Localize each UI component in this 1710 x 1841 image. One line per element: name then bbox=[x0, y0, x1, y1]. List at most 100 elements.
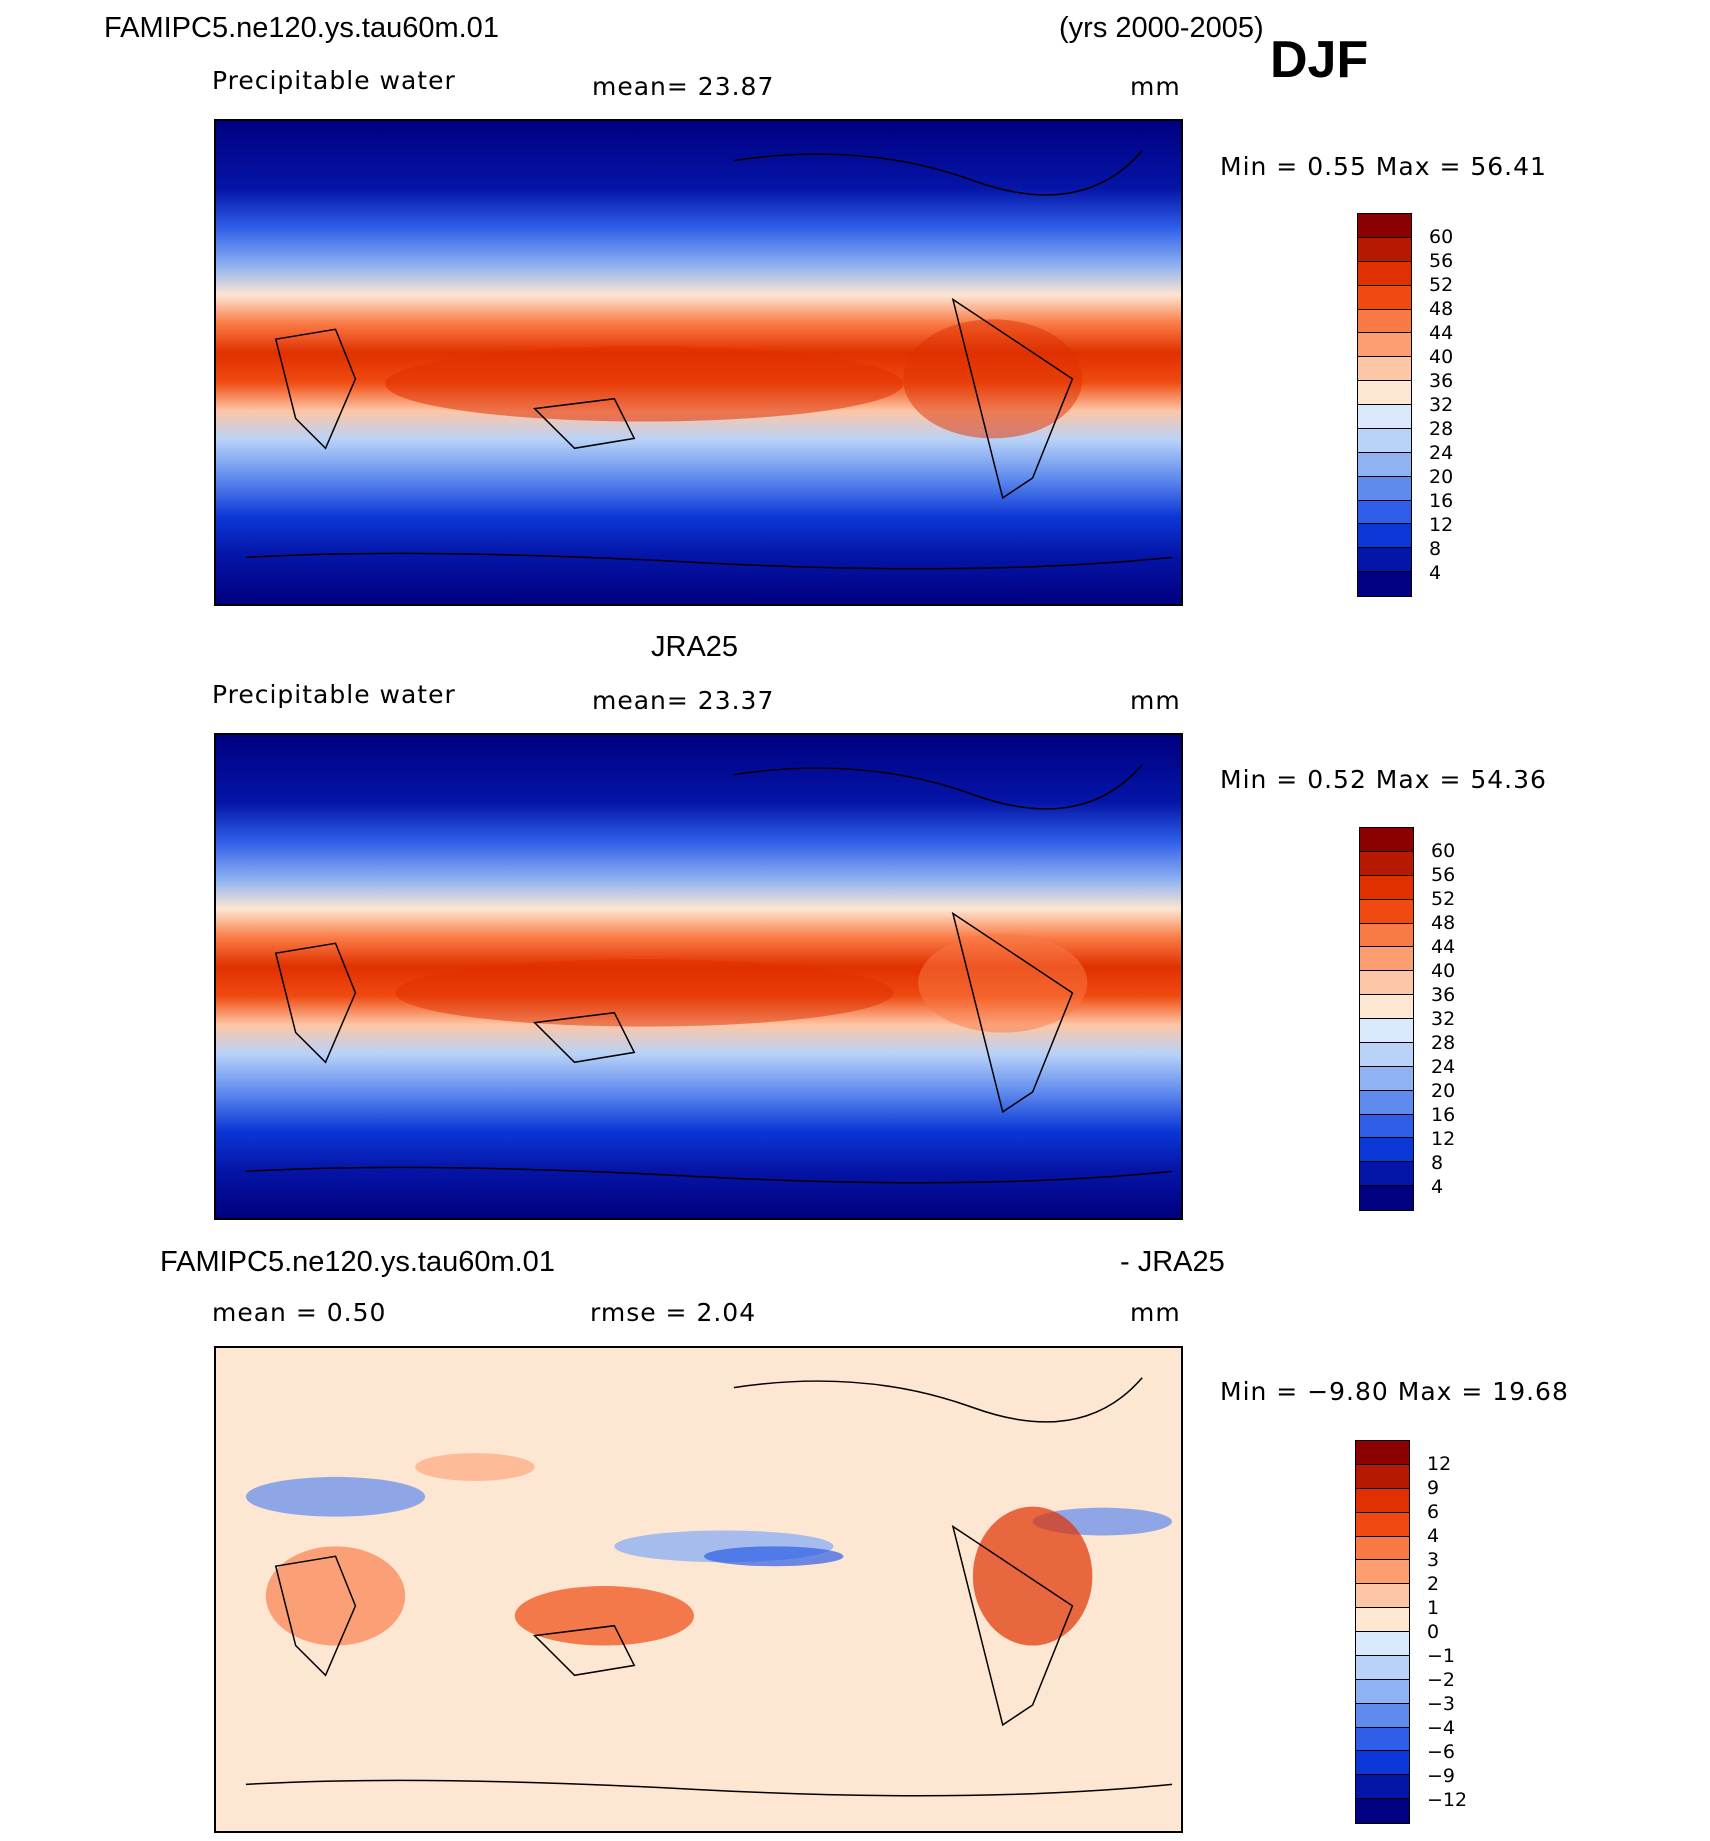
colorbar-cell bbox=[1358, 261, 1411, 286]
colorbar-tick-label: 4 bbox=[1431, 1176, 1444, 1198]
panel-diff-rmse: rmse = 2.04 bbox=[590, 1298, 757, 1327]
colorbar-model bbox=[1357, 213, 1412, 597]
colorbar-cell bbox=[1360, 1090, 1413, 1115]
panel-diff-units: mm bbox=[1130, 1298, 1181, 1327]
colorbar-tick-label: 4 bbox=[1429, 562, 1442, 584]
colorbar-cell bbox=[1356, 1488, 1409, 1513]
colorbar-tick-label: 36 bbox=[1429, 370, 1454, 392]
colorbar-tick-label: 24 bbox=[1431, 1056, 1456, 1078]
colorbar-cell bbox=[1360, 947, 1413, 972]
colorbar-cell bbox=[1360, 1114, 1413, 1139]
colorbar-cell bbox=[1358, 357, 1411, 382]
colorbar-cell bbox=[1360, 1066, 1413, 1091]
colorbar-cell bbox=[1360, 923, 1413, 948]
colorbar-cell bbox=[1358, 428, 1411, 453]
panel-obs-units: mm bbox=[1130, 686, 1181, 715]
colorbar-cell bbox=[1360, 1186, 1413, 1210]
colorbar-tick-label: 60 bbox=[1429, 226, 1454, 248]
colorbar-tick-label: 44 bbox=[1431, 936, 1456, 958]
panel-diff-title-right: - JRA25 bbox=[1120, 1246, 1225, 1278]
colorbar-tick-label: 24 bbox=[1429, 442, 1454, 464]
colorbar-tick-label: 28 bbox=[1431, 1032, 1456, 1054]
colorbar-cell bbox=[1358, 285, 1411, 310]
colorbar-tick-label: 4 bbox=[1427, 1525, 1440, 1547]
colorbar-tick-label: 6 bbox=[1427, 1501, 1440, 1523]
colorbar-tick-label: 48 bbox=[1429, 298, 1454, 320]
colorbar-cell bbox=[1360, 1042, 1413, 1067]
colorbar-tick-label: 32 bbox=[1429, 394, 1454, 416]
colorbar-tick-label: −1 bbox=[1427, 1645, 1456, 1667]
colorbar-cell bbox=[1360, 1019, 1413, 1043]
colorbar-tick-label: 36 bbox=[1431, 984, 1456, 1006]
colorbar-cell bbox=[1358, 572, 1411, 596]
colorbar-cell bbox=[1358, 524, 1411, 549]
colorbar-tick-label: 32 bbox=[1431, 1008, 1456, 1030]
map-model bbox=[214, 119, 1183, 606]
panel-model-minmax: Min = 0.55 Max = 56.41 bbox=[1220, 152, 1547, 181]
colorbar-tick-label: −2 bbox=[1427, 1669, 1456, 1691]
colorbar-tick-label: 44 bbox=[1429, 322, 1454, 344]
colorbar-cell bbox=[1356, 1584, 1409, 1609]
map-diff-field bbox=[216, 1348, 1181, 1831]
panel-obs-mean: mean= 23.37 bbox=[592, 686, 775, 715]
colorbar-obs bbox=[1359, 827, 1414, 1211]
colorbar-tick-label: 28 bbox=[1429, 418, 1454, 440]
colorbar-tick-label: 3 bbox=[1427, 1549, 1440, 1571]
panel-model-units: mm bbox=[1130, 72, 1181, 101]
colorbar-tick-label: 20 bbox=[1431, 1080, 1456, 1102]
colorbar-cell bbox=[1358, 452, 1411, 477]
colorbar-tick-label: 9 bbox=[1427, 1477, 1440, 1499]
colorbar-cell bbox=[1358, 381, 1411, 405]
colorbar-cell bbox=[1356, 1727, 1409, 1752]
case-name-title: FAMIPC5.ne120.ys.tau60m.01 bbox=[104, 12, 499, 44]
colorbar-cell bbox=[1358, 309, 1411, 334]
colorbar-cell bbox=[1360, 1162, 1413, 1187]
map-diff bbox=[214, 1346, 1183, 1833]
colorbar-cell bbox=[1356, 1464, 1409, 1489]
colorbar-cell bbox=[1356, 1655, 1409, 1680]
colorbar-cell bbox=[1360, 828, 1413, 852]
colorbar-cell bbox=[1356, 1751, 1409, 1776]
colorbar-tick-label: 1 bbox=[1427, 1597, 1440, 1619]
colorbar-cell bbox=[1356, 1512, 1409, 1537]
colorbar-tick-label: 12 bbox=[1429, 514, 1454, 536]
panel-obs-variable: Precipitable water bbox=[212, 680, 456, 709]
colorbar-cell bbox=[1358, 214, 1411, 238]
colorbar-cell bbox=[1360, 971, 1413, 996]
colorbar-cell bbox=[1358, 548, 1411, 573]
colorbar-cell bbox=[1360, 995, 1413, 1019]
panel-model-mean: mean= 23.87 bbox=[592, 72, 775, 101]
colorbar-tick-label: 60 bbox=[1431, 840, 1456, 862]
colorbar-tick-label: 8 bbox=[1429, 538, 1442, 560]
colorbar-cell bbox=[1356, 1775, 1409, 1800]
colorbar-diff bbox=[1355, 1440, 1410, 1824]
colorbar-cell bbox=[1360, 851, 1413, 876]
colorbar-tick-label: 20 bbox=[1429, 466, 1454, 488]
panel-diff-minmax: Min = −9.80 Max = 19.68 bbox=[1220, 1377, 1569, 1406]
colorbar-cell bbox=[1356, 1799, 1409, 1823]
colorbar-cell bbox=[1358, 500, 1411, 525]
colorbar-tick-label: 48 bbox=[1431, 912, 1456, 934]
season-label: DJF bbox=[1270, 31, 1369, 89]
colorbar-cell bbox=[1358, 333, 1411, 358]
years-label: (yrs 2000-2005) bbox=[1059, 12, 1264, 44]
colorbar-cell bbox=[1358, 405, 1411, 429]
colorbar-tick-label: 56 bbox=[1431, 864, 1456, 886]
colorbar-tick-label: −12 bbox=[1427, 1789, 1468, 1811]
colorbar-cell bbox=[1356, 1632, 1409, 1656]
colorbar-tick-label: 12 bbox=[1427, 1453, 1452, 1475]
panel-diff-title-left: FAMIPC5.ne120.ys.tau60m.01 bbox=[160, 1246, 555, 1278]
colorbar-tick-label: 0 bbox=[1427, 1621, 1440, 1643]
colorbar-tick-label: −4 bbox=[1427, 1717, 1456, 1739]
colorbar-cell bbox=[1358, 476, 1411, 501]
colorbar-tick-label: 16 bbox=[1429, 490, 1454, 512]
panel-obs-title: JRA25 bbox=[651, 631, 739, 663]
panel-model-variable: Precipitable water bbox=[212, 66, 456, 95]
map-model-field bbox=[216, 121, 1181, 604]
colorbar-tick-label: 8 bbox=[1431, 1152, 1444, 1174]
colorbar-cell bbox=[1360, 1138, 1413, 1163]
colorbar-tick-label: −6 bbox=[1427, 1741, 1456, 1763]
colorbar-cell bbox=[1356, 1608, 1409, 1632]
colorbar-tick-label: 52 bbox=[1431, 888, 1456, 910]
colorbar-cell bbox=[1358, 237, 1411, 262]
